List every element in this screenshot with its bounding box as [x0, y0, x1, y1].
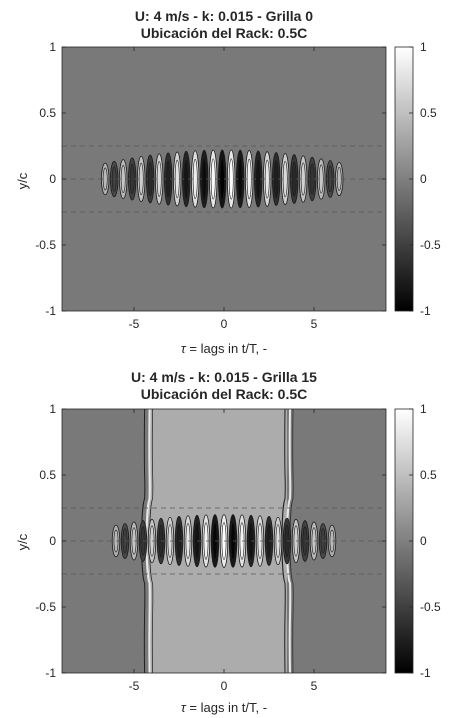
contour-lobe-core: [103, 168, 107, 190]
y-tick-label: 1: [49, 40, 56, 54]
contour-lobe-core: [139, 163, 143, 195]
colorbar-tick-label: 0.5: [420, 106, 437, 120]
y-tick-label: -1: [45, 304, 56, 318]
contour-lobe-core: [184, 160, 188, 199]
contour-lobe-core: [193, 159, 197, 199]
x-axis-label: τ = lags in t/T, -: [181, 700, 267, 715]
y-tick-label: 0: [49, 172, 56, 186]
contour-lobe-core: [301, 163, 305, 195]
x-tick-label: 5: [311, 679, 318, 693]
chart-title: U: 4 m/s - k: 0.015 - Grilla 0: [135, 8, 313, 24]
y-tick-label: -0.5: [35, 238, 56, 252]
colorbar-tick-label: -0.5: [420, 238, 441, 252]
y-tick-label: -1: [45, 666, 56, 680]
colorbar-tick-label: 0: [420, 534, 427, 548]
contour-lobe-core: [229, 159, 233, 200]
chart-panel-grilla-15: U: 4 m/s - k: 0.015 - Grilla 15 Ubicació…: [15, 369, 441, 715]
contour-lobe-core: [319, 165, 323, 193]
y-tick-label: -0.5: [35, 600, 56, 614]
colorbar-tick-label: 0: [420, 172, 427, 186]
colorbar-tick-label: 0.5: [420, 468, 437, 482]
y-tick-label: 0: [49, 534, 56, 548]
colorbar-tick-labels: -1 -0.5 0 0.5 1: [409, 40, 441, 318]
contour-lobe-core: [121, 165, 125, 192]
contour-lobe-core: [148, 162, 152, 196]
x-axis-label: τ = lags in t/T, -: [181, 341, 267, 356]
y-tick-label: 0.5: [39, 468, 56, 482]
contour-lobe-core: [337, 167, 341, 190]
y-tick-label: 0.5: [39, 106, 56, 120]
contour-lobe-core: [247, 159, 251, 199]
contour-lobe-core: [175, 160, 179, 198]
colorbar-tick-label: 1: [420, 402, 427, 416]
contour-lobe-core: [112, 167, 116, 192]
colorbar-tick-label: -1: [420, 304, 431, 318]
contour-lobe-core: [283, 161, 287, 197]
contour-lobe-core: [310, 164, 314, 194]
chart-subtitle: Ubicación del Rack: 0.5C: [141, 386, 308, 402]
contour-lobe-core: [328, 166, 332, 192]
x-axis-label-text: = lags in t/T, -: [186, 700, 267, 715]
contour-lobe-core: [238, 159, 242, 199]
contour-lobe-core: [274, 160, 278, 197]
contour-lobe-core: [220, 159, 224, 200]
y-axis-label: y/c: [15, 172, 30, 189]
contour-lobe-core: [256, 159, 260, 198]
chart-title: U: 4 m/s - k: 0.015 - Grilla 15: [131, 369, 317, 385]
y-axis-label: y/c: [15, 533, 30, 550]
plot-area: [62, 409, 386, 673]
x-tick-label: -5: [129, 679, 140, 693]
contour-lobe-core: [166, 161, 170, 198]
chart-panel-grilla-0: U: 4 m/s - k: 0.015 - Grilla 0 Ubicación…: [15, 8, 441, 356]
colorbar-tick-label: -1: [420, 666, 431, 680]
x-tick-label: 0: [221, 679, 228, 693]
contour-lobe-core: [130, 164, 134, 194]
x-axis-label-text: = lags in t/T, -: [186, 341, 267, 356]
contour-lobe-core: [157, 161, 161, 196]
contour-lobe-core: [211, 159, 215, 200]
chart-subtitle: Ubicación del Rack: 0.5C: [141, 25, 308, 41]
colorbar-tick-label: 1: [420, 40, 427, 54]
contour-lobe-core: [202, 159, 206, 199]
y-tick-label: 1: [49, 402, 56, 416]
x-tick-label: 0: [221, 317, 228, 331]
contour-lobe-core: [292, 162, 296, 196]
x-tick-label: 5: [311, 317, 318, 331]
colorbar-tick-label: -0.5: [420, 600, 441, 614]
contour-lobe-core: [265, 160, 269, 198]
x-tick-label: -5: [129, 317, 140, 331]
colorbar-tick-labels: -1 -0.5 0 0.5 1: [409, 402, 441, 680]
plot-area: [62, 47, 386, 311]
